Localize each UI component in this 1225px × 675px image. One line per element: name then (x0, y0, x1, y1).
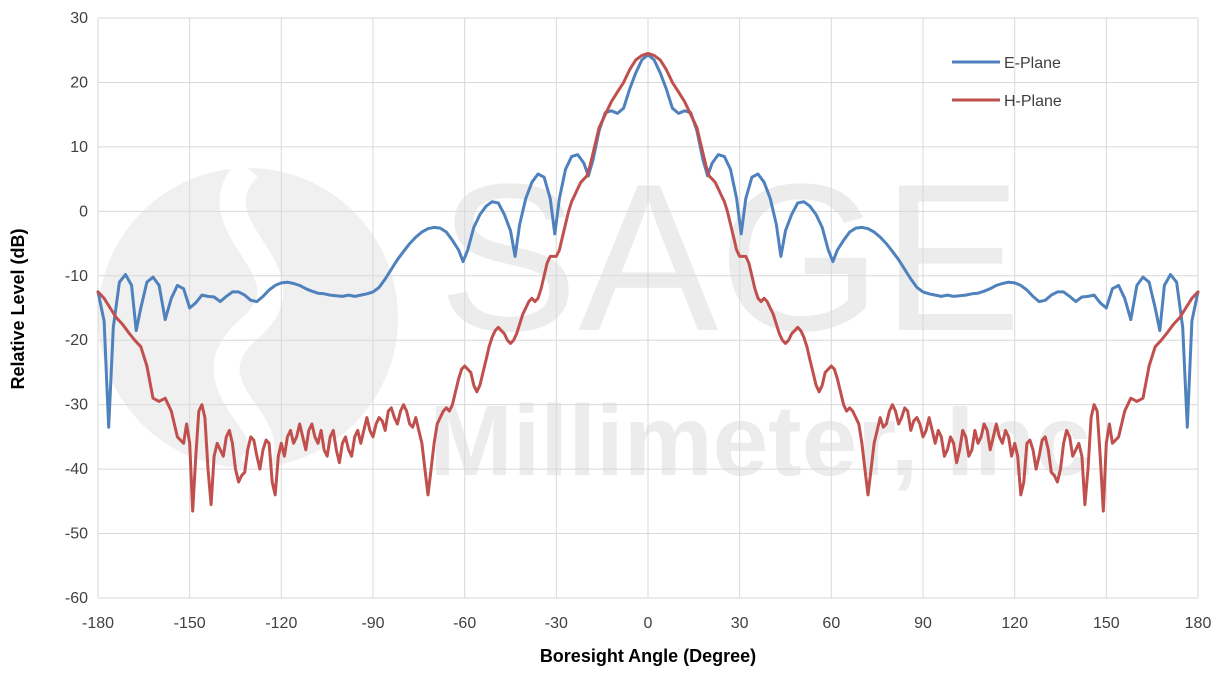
y-tick-label: 10 (70, 139, 88, 156)
y-tick-label: 20 (70, 74, 88, 91)
y-tick-labels: 30 20 10 0 -10 -20 -30 -40 -50 -60 (65, 10, 88, 607)
y-axis-title: Relative Level (dB) (8, 228, 28, 389)
series-lines (96, 51, 1200, 513)
x-tick-label: -120 (265, 615, 297, 632)
y-tick-label: -10 (65, 268, 88, 285)
y-tick-label: -20 (65, 332, 88, 349)
legend-label-e-plane: E-Plane (1004, 55, 1061, 72)
x-tick-label: -30 (545, 615, 568, 632)
y-tick-label: 0 (79, 203, 88, 220)
y-tick-label: -50 (65, 526, 88, 543)
x-tick-label: -60 (453, 615, 476, 632)
x-tick-label: 0 (644, 615, 653, 632)
x-axis-title: Boresight Angle (Degree) (540, 646, 756, 666)
x-tick-label: 30 (731, 615, 749, 632)
y-tick-label: 30 (70, 10, 88, 27)
x-tick-label: 60 (822, 615, 840, 632)
series-line-h-plane (96, 51, 1200, 513)
x-tick-label: -180 (82, 615, 114, 632)
x-tick-label: 150 (1093, 615, 1120, 632)
x-tick-labels: -180 -150 -120 -90 -60 -30 0 30 60 90 120 150 180 (82, 615, 1211, 632)
x-tick-label: -150 (174, 615, 206, 632)
y-tick-label: -30 (65, 397, 88, 414)
x-tick-label: 180 (1185, 615, 1212, 632)
watermark-logo-swirl (213, 159, 284, 479)
legend-label-h-plane: H-Plane (1004, 93, 1062, 110)
x-tick-label: 90 (914, 615, 932, 632)
watermark: SAGE Millimeter, Inc (98, 140, 1091, 497)
y-tick-label: -60 (65, 590, 88, 607)
x-tick-label: -90 (361, 615, 384, 632)
grid (97, 17, 1199, 599)
y-tick-label: -40 (65, 461, 88, 478)
x-tick-label: 120 (1001, 615, 1028, 632)
legend: E-Plane H-Plane (952, 55, 1062, 110)
